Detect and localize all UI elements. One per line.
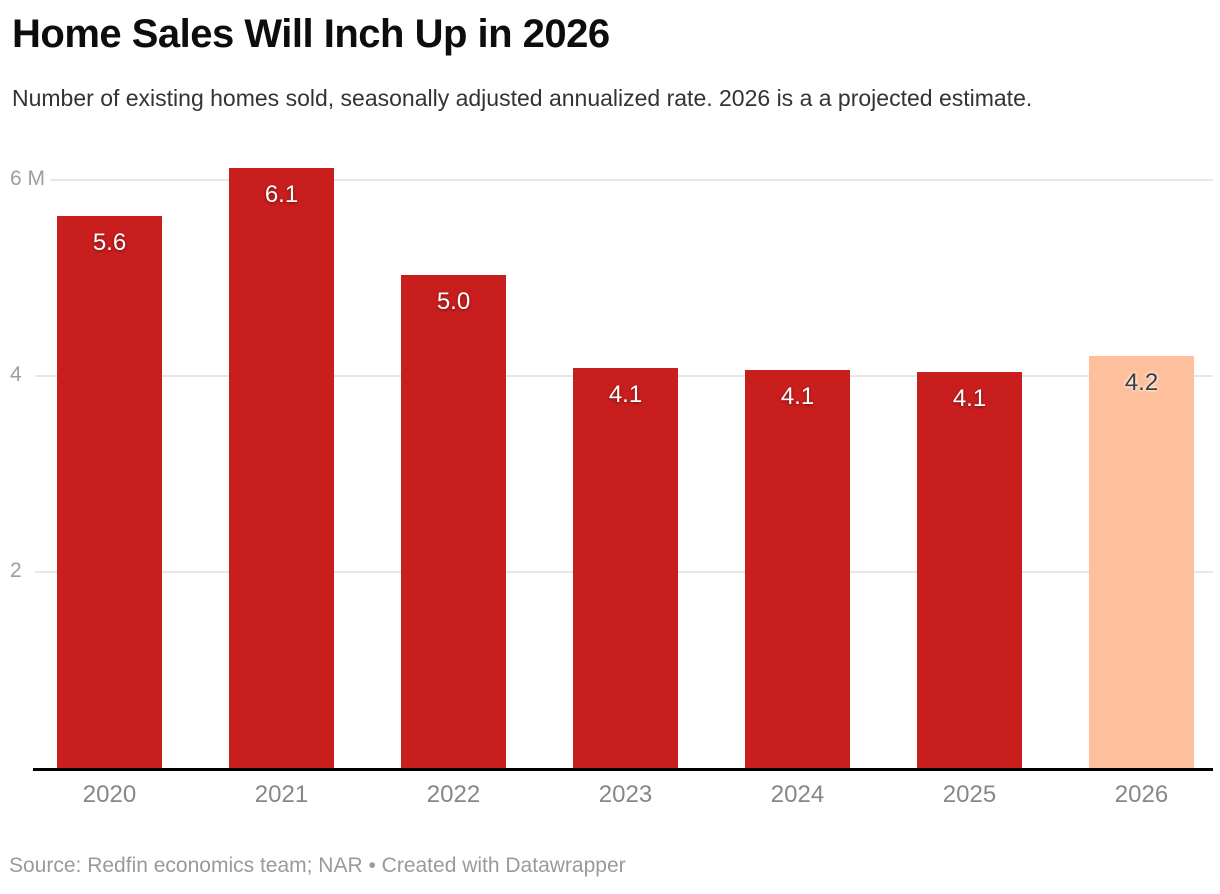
x-axis-label-2026: 2026	[1114, 781, 1169, 808]
bar-2024[interactable]: 4.1	[745, 370, 850, 768]
x-axis-label-2025: 2025	[942, 781, 997, 808]
source-attribution: Source: Redfin economics team; NAR • Cre…	[9, 854, 626, 877]
bar-value-label: 4.1	[780, 383, 815, 410]
bar-2022[interactable]: 5.0	[401, 275, 506, 768]
bar-value-label: 4.1	[608, 381, 643, 408]
bar-value-label: 4.2	[1124, 369, 1159, 396]
x-axis-label-2024: 2024	[770, 781, 825, 808]
bar-value-label: 4.1	[952, 385, 987, 412]
x-axis-label-2022: 2022	[426, 781, 481, 808]
bar-2020[interactable]: 5.6	[57, 216, 162, 768]
bar-value-label: 5.0	[436, 288, 471, 315]
bar-2023[interactable]: 4.1	[573, 368, 678, 768]
x-axis-label-2020: 2020	[82, 781, 137, 808]
x-axis-label-2021: 2021	[254, 781, 309, 808]
y-axis-label: 6 M	[10, 167, 46, 190]
bar-value-label: 6.1	[264, 181, 299, 208]
chart-title: Home Sales Will Inch Up in 2026	[12, 12, 610, 56]
chart-subtitle: Number of existing homes sold, seasonall…	[12, 85, 1033, 111]
y-axis-label: 4	[10, 363, 22, 386]
x-axis-label-2023: 2023	[598, 781, 653, 808]
bar-2021[interactable]: 6.1	[229, 168, 334, 768]
bar-value-label: 5.6	[92, 229, 127, 256]
y-axis-label: 2	[10, 559, 22, 582]
bar-2026[interactable]: 4.2	[1089, 356, 1194, 768]
bar-2025[interactable]: 4.1	[917, 372, 1022, 768]
gridline	[50, 179, 1213, 181]
x-axis-line	[33, 768, 1213, 771]
